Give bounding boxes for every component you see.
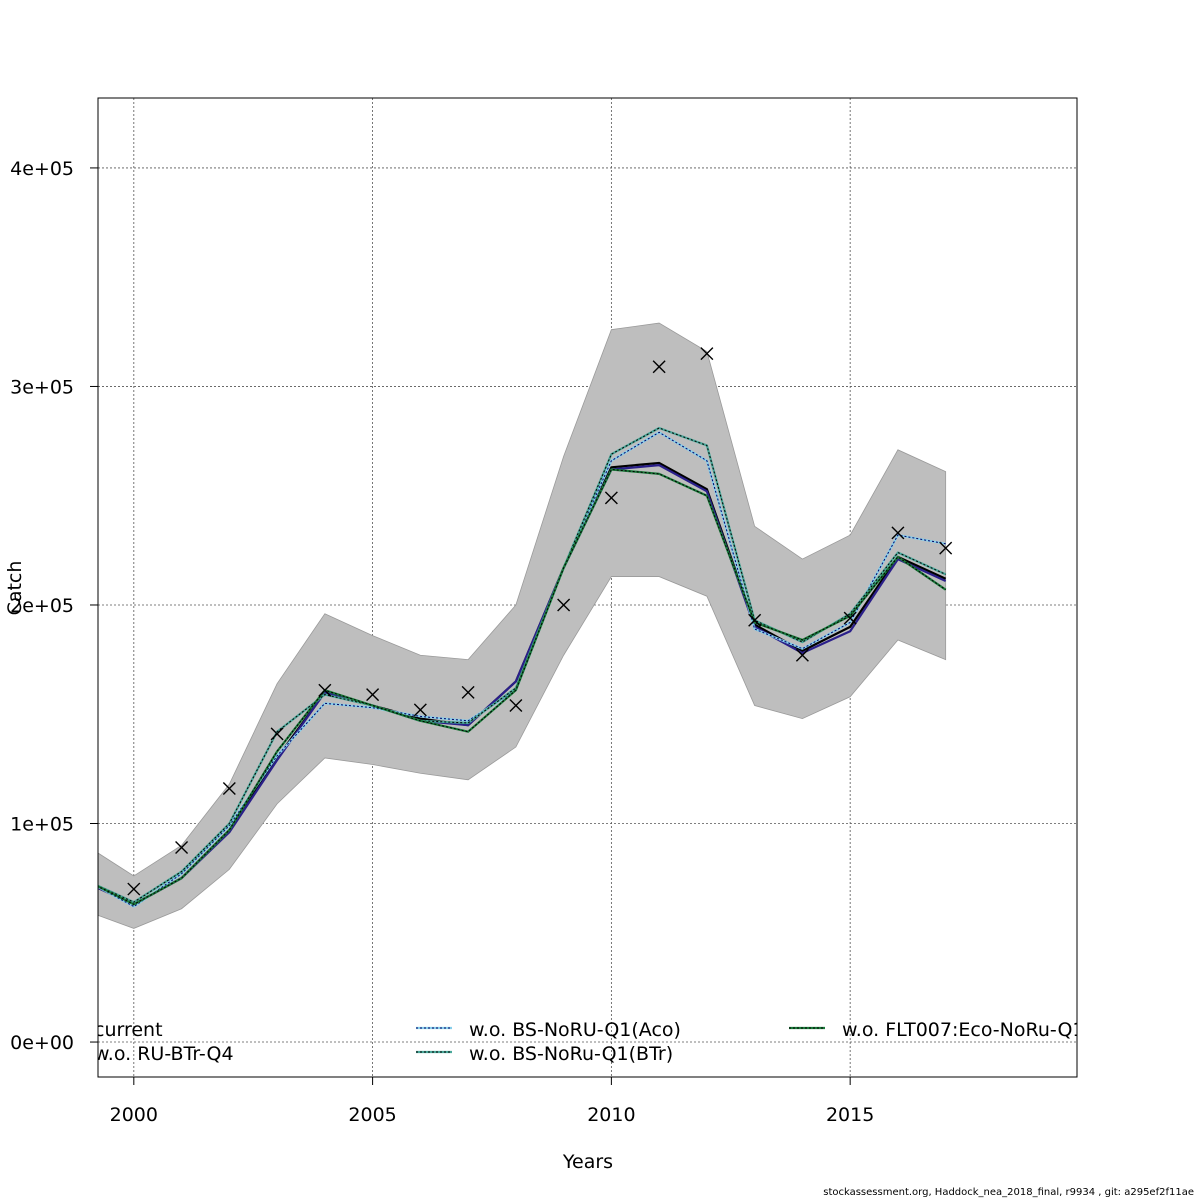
observed-point xyxy=(939,541,953,555)
observed-point-stroke xyxy=(604,491,618,505)
observed-point-stroke xyxy=(891,526,905,540)
observed-point-stroke xyxy=(843,611,857,625)
footer-credit: stockassessment.org, Haddock_nea_2018_fi… xyxy=(823,1187,1194,1198)
observed-point-stroke xyxy=(795,648,809,662)
observed-point xyxy=(366,688,380,702)
legend-label: w.o. BS-NoRu-Q1(BTr) xyxy=(469,1043,673,1065)
x-tick-label: 2015 xyxy=(826,1104,874,1126)
x-axis-label: Years xyxy=(562,1151,613,1173)
observed-point-stroke xyxy=(318,683,332,697)
observed-point-stroke xyxy=(413,703,427,717)
observed-point-stroke xyxy=(222,782,236,796)
y-axis-label: Catch xyxy=(4,561,26,616)
x-tick-label: 2005 xyxy=(348,1104,396,1126)
y-tick-label: 1e+05 xyxy=(10,814,74,836)
observed-point-stroke xyxy=(509,699,523,712)
legend-label: w.o. RU-BTr-Q4 xyxy=(94,1043,234,1065)
observed-point xyxy=(175,841,189,855)
observed-point-stroke xyxy=(748,613,762,627)
confidence-band xyxy=(98,322,947,929)
y-tick-label: 3e+05 xyxy=(10,376,74,398)
confidence-band-area xyxy=(98,322,947,929)
observed-point xyxy=(222,782,236,796)
observed-point xyxy=(127,882,141,896)
legend-item: w.o. FLT007:Eco-NoRu-Q1 xyxy=(789,1019,1084,1041)
series-overlay-3 xyxy=(98,427,946,903)
axes: 2000 2005 2010 2015 0e+00 1e+05 2e+05 3e+05 4e+0… xyxy=(10,158,874,1126)
observed-point-stroke xyxy=(652,360,666,374)
observed-point-stroke xyxy=(175,841,189,855)
observed-point xyxy=(795,648,809,662)
observed-point-stroke xyxy=(461,685,475,699)
observed-point xyxy=(604,491,618,505)
observed-point xyxy=(318,683,332,697)
observed-point xyxy=(748,613,762,627)
series-overlay-4 xyxy=(98,468,946,905)
legend-item: w.o. RU-BTr-Q4 xyxy=(94,1043,234,1065)
observed-point-stroke xyxy=(366,688,380,702)
legend-item: w.o. BS-NoRu-Q1(BTr) xyxy=(416,1043,673,1065)
observed-point xyxy=(700,347,714,361)
y-tick-label: 4e+05 xyxy=(10,158,74,180)
observed-point xyxy=(509,699,523,712)
series-lines xyxy=(98,426,947,908)
observed-point xyxy=(461,685,475,699)
x-tick-label: 2000 xyxy=(110,1104,158,1126)
observed-points xyxy=(127,347,953,896)
observed-point-stroke xyxy=(127,882,141,896)
observed-point xyxy=(652,360,666,374)
observed-point-stroke xyxy=(700,347,714,361)
observed-point-stroke xyxy=(270,727,284,741)
y-tick-label: 2e+05 xyxy=(10,595,74,617)
y-tick-label: 0e+00 xyxy=(10,1032,74,1054)
observed-point xyxy=(843,611,857,625)
observed-point-stroke xyxy=(939,541,953,555)
observed-point xyxy=(413,703,427,717)
legend-item: w.o. BS-NoRU-Q1(Aco) xyxy=(416,1019,681,1041)
x-tick-label: 2010 xyxy=(587,1104,635,1126)
observed-point xyxy=(270,727,284,741)
legend-label: current xyxy=(94,1019,163,1041)
observed-point xyxy=(557,598,571,612)
legend-item: current xyxy=(94,1019,163,1041)
observed-point-stroke xyxy=(557,598,571,612)
legend-label: w.o. BS-NoRU-Q1(Aco) xyxy=(469,1019,681,1041)
legend-label: w.o. FLT007:Eco-NoRu-Q1 xyxy=(842,1019,1084,1041)
plot-frame xyxy=(97,97,1078,1078)
series-line-1 xyxy=(98,464,947,906)
observed-point xyxy=(891,526,905,540)
